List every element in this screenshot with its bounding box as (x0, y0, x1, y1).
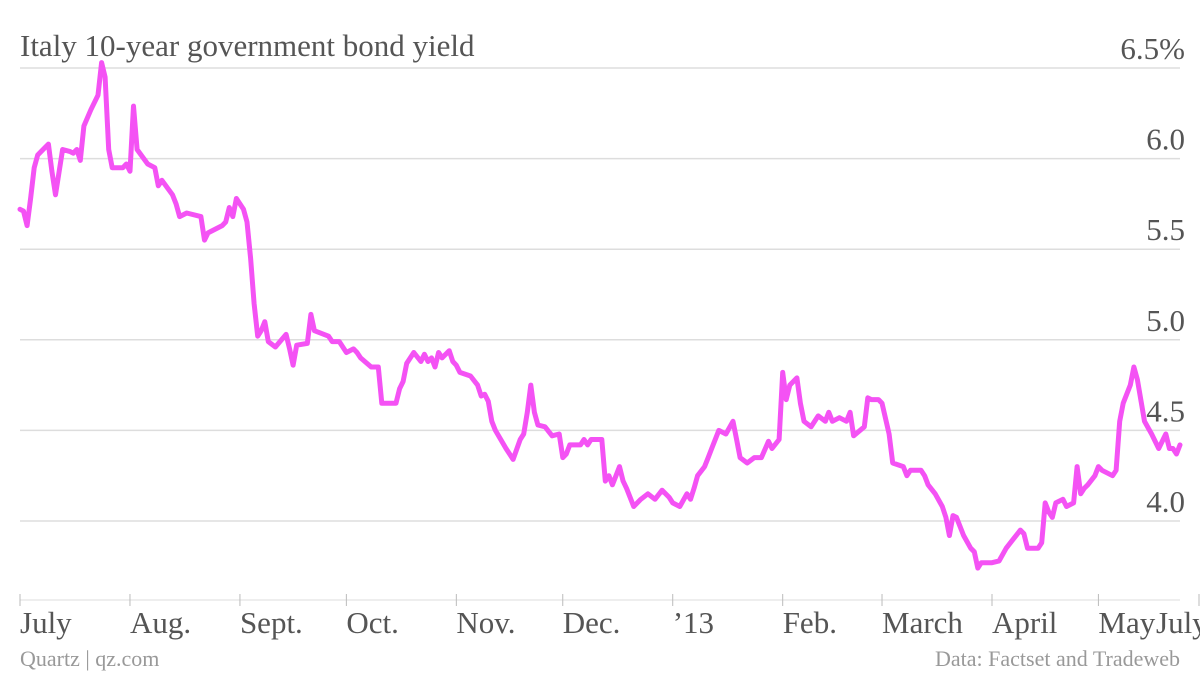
chart-title: Italy 10-year government bond yield (20, 28, 475, 63)
x-tick-label: July (1156, 605, 1200, 640)
x-tick-label: May (1098, 605, 1155, 640)
footer-source-right: Data: Factset and Tradeweb (935, 646, 1180, 671)
x-tick-label: Sept. (240, 605, 303, 640)
x-tick-label: Feb. (783, 605, 837, 640)
y-tick-label: 4.0 (1146, 484, 1185, 519)
x-tick-label: March (882, 605, 963, 640)
x-tick-label: Oct. (346, 605, 399, 640)
series-line (17, 60, 1183, 571)
x-axis-ticks: July Aug. Sept. Oct. Nov. Dec. ’13 Feb. March Apr… (19, 594, 1200, 640)
x-tick-label: July (20, 605, 72, 640)
x-tick-label: Dec. (563, 605, 621, 640)
x-tick-label: April (992, 605, 1057, 640)
series-group (17, 60, 1183, 571)
y-tick-label: 4.5 (1146, 393, 1185, 428)
x-tick-label: Nov. (456, 605, 515, 640)
y-tick-label: 6.0 (1146, 122, 1185, 157)
x-tick-label: ’13 (673, 605, 714, 640)
y-tick-label: 5.0 (1146, 303, 1185, 338)
gridlines (20, 67, 1180, 601)
y-tick-label: 6.5% (1120, 31, 1185, 66)
footer-source-left: Quartz | qz.com (20, 646, 160, 671)
y-axis-ticks: 6.5% 6.0 5.5 5.0 4.5 4.0 (1120, 31, 1185, 519)
x-tick-label: Aug. (130, 605, 191, 640)
y-tick-label: 5.5 (1146, 212, 1185, 247)
